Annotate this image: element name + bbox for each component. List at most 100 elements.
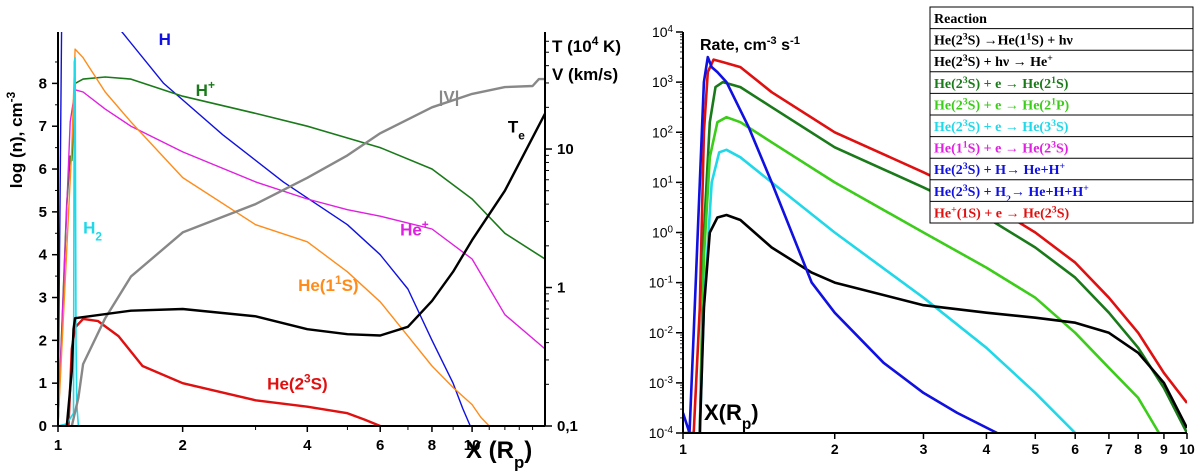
x-axis-label: X (Rp) xyxy=(466,437,532,471)
series-group xyxy=(683,55,1187,433)
series-line-3 xyxy=(698,148,1077,433)
legend-item-part: S) + e → He(2 xyxy=(968,77,1051,92)
legend-item-part: S) + hν → He xyxy=(968,55,1048,70)
series-line-7 xyxy=(65,113,545,426)
x-axis-label-part: p xyxy=(514,453,524,472)
x-tick-label: 1 xyxy=(679,441,687,457)
legend-item: He(23S) + e → He(21S) xyxy=(934,74,1069,92)
x-axis-label-part: ) xyxy=(524,437,532,464)
y-tick-label: 104 xyxy=(652,24,674,41)
legend-item-part: S) + hν xyxy=(1031,34,1073,49)
series-annotation: |V| xyxy=(439,88,460,107)
y-tick-label: 10-1 xyxy=(649,274,673,291)
y-tick-base: 10 xyxy=(649,375,665,391)
x-axis-label-part: X (R xyxy=(466,437,514,464)
series-line-0 xyxy=(683,58,1187,433)
legend-item: He+(1S) + e → He(23S) xyxy=(934,204,1069,222)
y-tick-exp: -4 xyxy=(664,425,673,436)
x-tick-label: 1 xyxy=(54,437,62,454)
legend-item-part: S) →He(1 xyxy=(968,34,1027,49)
legend-item: He(23S) + H→ He+H+ xyxy=(934,161,1065,179)
y-tick-label: 102 xyxy=(652,124,673,141)
legend-item-part: P) xyxy=(1056,98,1070,113)
y-tick-base: 10 xyxy=(652,174,668,190)
y-axis-label: log (n), cm-3 xyxy=(4,91,26,188)
chart-title-part: -3 xyxy=(767,35,777,47)
legend-item-part: 1 xyxy=(1051,96,1056,107)
legend-item-part: 3 xyxy=(1052,204,1057,215)
y-tick-label: 8 xyxy=(39,75,47,92)
series-annotation-part: 2 xyxy=(95,229,102,243)
legend-item-part: 3 xyxy=(963,74,968,85)
legend-item-part: 3 xyxy=(963,118,968,129)
legend-item-part: (1S) + e → He(2 xyxy=(957,206,1052,221)
y-tick-exp: 4 xyxy=(668,24,674,35)
series-line-6 xyxy=(70,77,545,426)
x-tick-label: 6 xyxy=(376,437,384,454)
legend-item-part: + xyxy=(1083,182,1089,193)
y-tick-base: 10 xyxy=(649,275,665,291)
x-tick-label: 5 xyxy=(1031,441,1039,457)
series-annotation: He+ xyxy=(400,217,429,239)
y-tick-label: 100 xyxy=(652,224,674,241)
legend-item-part: + xyxy=(1059,161,1065,172)
legend-item-part: 2 xyxy=(1006,193,1011,204)
series-annotation-part: + xyxy=(422,217,429,231)
legend-item-part: → He+H+H xyxy=(1011,185,1083,200)
legend-item-part: He(2 xyxy=(934,98,963,113)
series-annotation: H2 xyxy=(83,218,102,243)
y-tick-label: 7 xyxy=(39,118,47,135)
y-tick-exp: 1 xyxy=(668,174,673,185)
series-annotation: Te xyxy=(508,118,525,143)
x-axis-label: X(Rp) xyxy=(704,400,759,433)
legend-item-part: He(2 xyxy=(934,163,963,178)
legend-item-part: 3 xyxy=(963,182,968,193)
legend-item: He(11S) + e → He(23S) xyxy=(934,139,1069,157)
legend-item-part: He(2 xyxy=(934,34,963,49)
legend-item-part: 1 xyxy=(963,139,968,150)
series-line-4 xyxy=(67,317,381,426)
legend-item-part: 3 xyxy=(963,96,968,107)
legend-item-part: He(2 xyxy=(934,77,963,92)
x-axis-label-part: p xyxy=(742,416,751,433)
legend-item-part: S) + H→ He+H xyxy=(968,163,1060,178)
legend-item-part: S) + e → He(2 xyxy=(968,142,1051,157)
y-tick-exp: -1 xyxy=(664,274,673,285)
series-line-2 xyxy=(58,89,545,426)
y-tick-label: 6 xyxy=(39,161,47,178)
legend-item-part: S) xyxy=(1057,206,1070,221)
x-tick-label: 2 xyxy=(178,437,186,454)
y-tick-base: 10 xyxy=(652,24,668,40)
y2-tick-label: 0,1 xyxy=(557,418,578,435)
legend-item-part: S) + e → He(2 xyxy=(968,98,1051,113)
series-line-3 xyxy=(58,48,490,426)
series-annotation-part: H xyxy=(196,81,208,100)
legend-header: Reaction xyxy=(934,12,987,27)
y-tick-label: 4 xyxy=(39,247,48,264)
legend-item-part: S) + H xyxy=(968,185,1006,200)
x-tick-label: 8 xyxy=(428,437,436,454)
y-tick-base: 10 xyxy=(649,425,665,441)
legend-item-part: He(2 xyxy=(934,185,963,200)
series-line-4 xyxy=(698,213,1187,433)
x-tick-label: 2 xyxy=(831,441,839,457)
series-annotation: H xyxy=(159,30,171,49)
legend-item-part: 3 xyxy=(963,161,968,172)
y2-axis-label-temp-part: K) xyxy=(598,37,621,56)
chart-title-part: Rate, cm xyxy=(700,37,767,54)
series-annotation: H+ xyxy=(196,78,215,100)
legend-item-part: He(2 xyxy=(934,120,963,135)
y-tick-label: 3 xyxy=(39,290,47,307)
y-tick-label: 10-3 xyxy=(649,374,674,391)
series-group xyxy=(58,32,545,426)
x-tick-label: 9 xyxy=(1160,441,1168,457)
legend-item-part: He(1 xyxy=(934,142,963,157)
series-annotation-part: 1 xyxy=(335,273,342,287)
y-axis-label-part: log (n), cm xyxy=(7,102,26,188)
series-annotation-part: S) xyxy=(342,276,359,295)
series-annotation-part: H xyxy=(83,218,95,237)
series-annotation-part: 3 xyxy=(304,372,311,386)
legend-item: He(23S) + e → He(21P) xyxy=(934,96,1070,114)
